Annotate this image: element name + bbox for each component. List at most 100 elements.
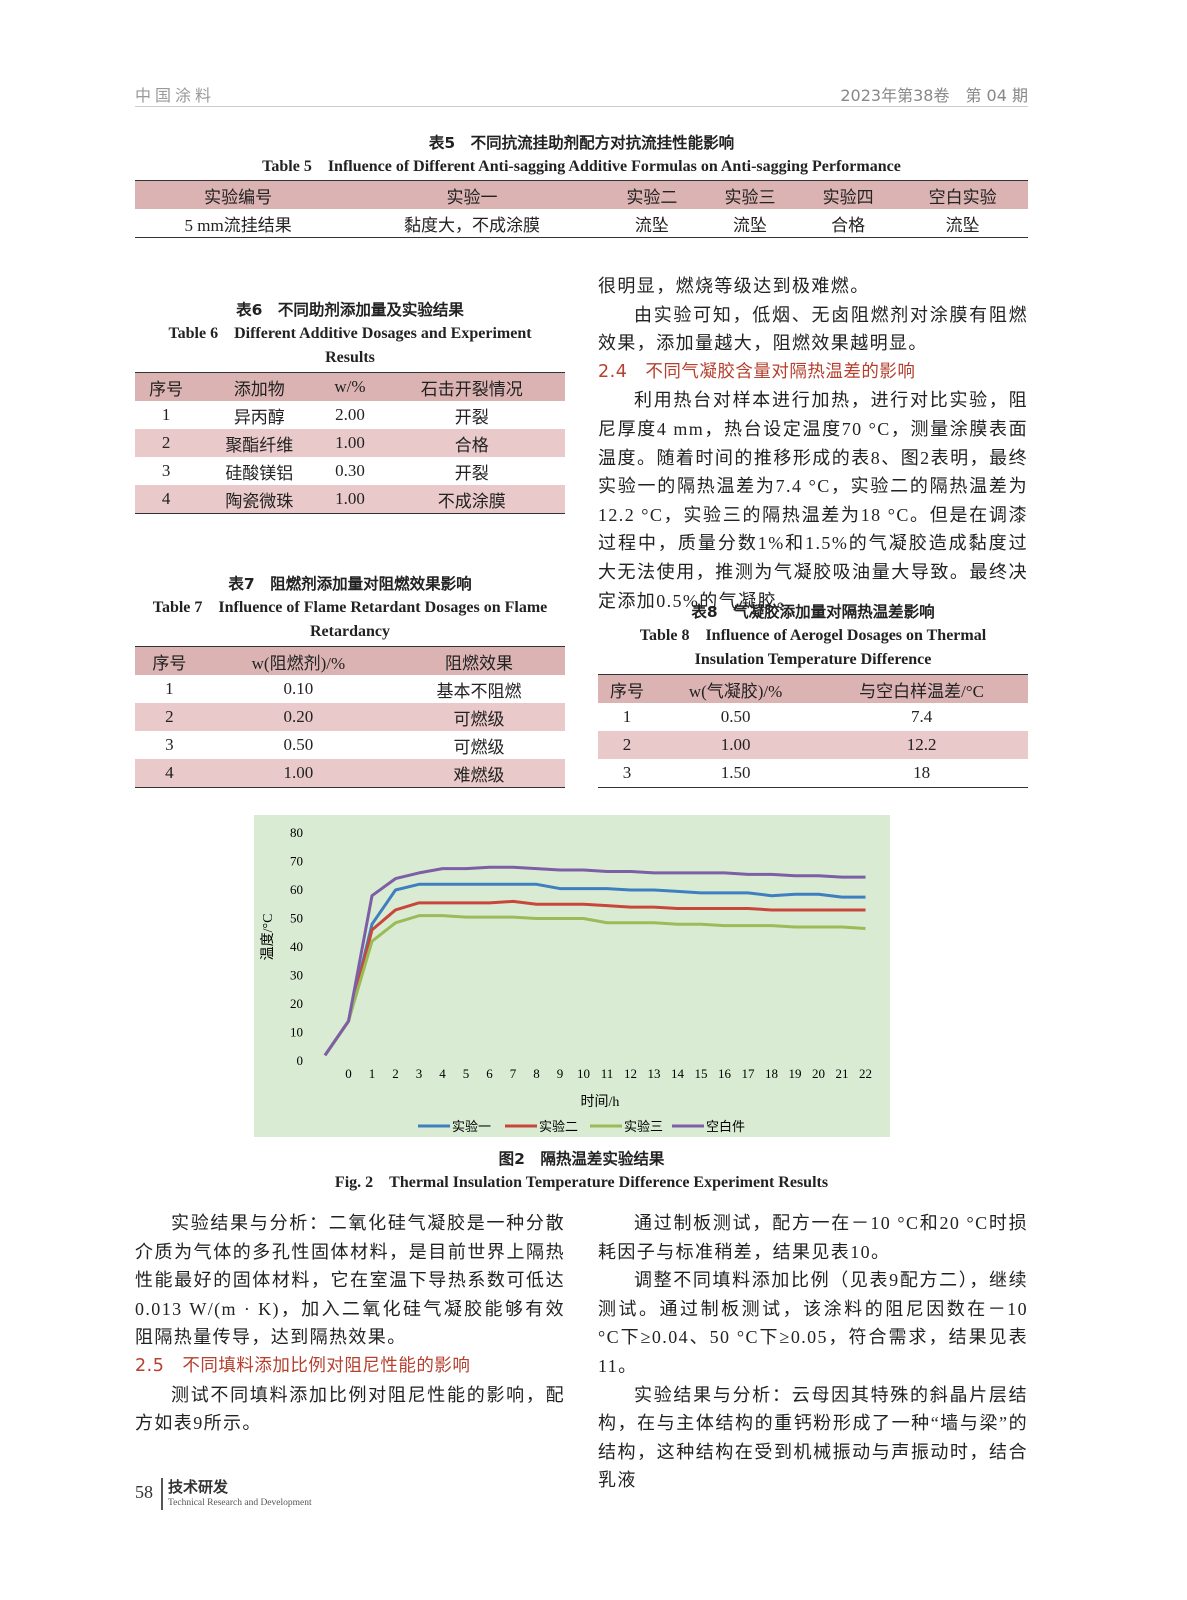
x-tick-label: 8 (533, 1066, 540, 1081)
caption-cn: 表7 阻燃剂添加量对阻燃效果影响 (228, 575, 472, 593)
header-cell: 序号 (152, 653, 187, 673)
header-row: 序号 w(阻燃剂)/% 阻燃效果 (135, 646, 565, 675)
caption-en: Table 7 Influence of Flame Retardant Dos… (152, 599, 548, 640)
y-tick-label: 70 (290, 854, 303, 869)
table-cell: 流坠 (945, 215, 980, 235)
table-cell: 开裂 (454, 407, 489, 427)
x-tick-label: 15 (695, 1066, 708, 1081)
table-cell: 聚酯纤维 (225, 435, 294, 455)
table-body: 1 0.50 7.4 2 1.00 12.2 3 1.50 18 (598, 703, 1028, 788)
table-cell: 难燃级 (453, 765, 505, 785)
table-cell: 5 mm流挂结果 (184, 215, 292, 235)
table-caption: 表8 气凝胶添加量对隔热温差影响 Table 8 Influence of Aer… (598, 600, 1028, 672)
table-row: 4 陶瓷微珠 1.00 不成涂膜 (135, 485, 565, 514)
y-tick-label: 40 (290, 939, 303, 954)
table-row: 3 1.50 18 (598, 759, 1028, 788)
header-cell: w(阻燃剂)/% (251, 653, 346, 673)
series-line (323, 914, 866, 1057)
y-tick-label: 20 (290, 996, 303, 1011)
x-tick-label: 10 (577, 1066, 590, 1081)
table-cell: 1.00 (720, 735, 751, 754)
table-cell: 硅酸镁铝 (225, 463, 294, 483)
x-tick-label: 19 (789, 1066, 802, 1081)
table-head: 序号 添加物 w/% 石击开裂情况 (135, 372, 565, 401)
paragraph: 通过制板测试，配方一在－10 °C和20 °C时损耗因子与标准稍差，结果见表10… (598, 1213, 1028, 1262)
table-cell: 2 (622, 735, 632, 754)
issue: 2023年第38卷 第 04 期 (840, 86, 1028, 105)
header-row: 实验编号 实验一 实验二 实验三 实验四 空白实验 (135, 180, 1028, 209)
table-body: 5 mm流挂结果 黏度大，不成涂膜 流坠 流坠 合格 流坠 (135, 209, 1028, 238)
table-cell: 1.00 (283, 763, 314, 782)
header-cell: w(气凝胶)/% (688, 681, 783, 701)
footer-divider (161, 1478, 163, 1510)
table-cell: 18 (913, 763, 931, 782)
header-cell: w/% (334, 377, 366, 396)
header-rule (135, 106, 1028, 107)
caption-cn: 表5 不同抗流挂助剂配方对抗流挂性能影响 (428, 134, 735, 152)
table8-block: 表8 气凝胶添加量对隔热温差影响 Table 8 Influence of Aer… (598, 600, 1028, 788)
x-tick-label: 0 (345, 1066, 352, 1081)
header-cell: 实验四 (822, 187, 874, 207)
data-table: 序号 w(气凝胶)/% 与空白样温差/°C 1 0.50 7.4 2 1.00 12.2 3 1.5… (598, 674, 1028, 788)
x-tick-label: 9 (557, 1066, 564, 1081)
table-cell: 陶瓷微珠 (225, 491, 294, 511)
caption-cn: 图2 隔热温差实验结果 (498, 1150, 665, 1168)
y-tick-label: 50 (290, 911, 303, 926)
caption-en: Table 8 Influence of Aerogel Dosages on … (639, 627, 987, 668)
table-row: 5 mm流挂结果 黏度大，不成涂膜 流坠 流坠 合格 流坠 (135, 209, 1028, 238)
y-axis-label: 温度/°C (260, 914, 276, 961)
header-row: 序号 添加物 w/% 石击开裂情况 (135, 372, 565, 401)
table-cell: 1.00 (335, 489, 365, 508)
paragraph: 测试不同填料添加比例对阻尼性能的影响，配方如表9所示。 (135, 1384, 565, 1434)
table-caption: 表6 不同助剂添加量及实验结果 Table 6 Different Additiv… (135, 298, 565, 370)
table-cell: 基本不阻燃 (436, 681, 522, 701)
x-tick-label: 22 (859, 1066, 872, 1081)
series-line (323, 865, 866, 1057)
chart-background (254, 815, 890, 1137)
x-tick-label: 5 (463, 1066, 470, 1081)
caption-cn: 表6 不同助剂添加量及实验结果 (236, 301, 464, 319)
legend-label: 实验二 (539, 1119, 578, 1134)
text-column: 实验结果与分析：二氧化硅气凝胶是一种分散介质为气体的多孔性固体材料，是目前世界上… (135, 1209, 565, 1438)
table-row: 1 0.50 7.4 (598, 703, 1028, 731)
table: 序号 添加物 w/% 石击开裂情况 1 异丙醇 2.00 开裂 2 聚酯纤维 1.00 合格 3 硅酸镁铝… (135, 372, 565, 514)
section-heading: 2.5 不同填料添加比例对阻尼性能的影响 (135, 1355, 471, 1376)
table-row: 2 0.20 可燃级 (135, 703, 565, 731)
x-tick-label: 18 (765, 1066, 778, 1081)
table-cell: 流坠 (634, 215, 669, 235)
series-line (323, 882, 866, 1057)
y-tick-label: 30 (290, 968, 303, 983)
table-row: 3 0.50 可燃级 (135, 731, 565, 759)
x-tick-label: 1 (369, 1066, 376, 1081)
x-tick-label: 16 (718, 1066, 732, 1081)
x-tick-label: 20 (812, 1066, 825, 1081)
table-cell: 不成涂膜 (437, 491, 506, 511)
header-cell: 序号 (609, 681, 644, 701)
caption-en: Table 6 Different Additive Dosages and E… (168, 325, 532, 366)
table-cell: 4 (165, 763, 174, 782)
x-tick-label: 21 (836, 1066, 849, 1081)
table-cell: 1 (622, 707, 632, 726)
header-cell: 石击开裂情况 (420, 379, 523, 399)
table7-block: 表7 阻燃剂添加量对阻燃效果影响 Table 7 Influence of Fla… (135, 572, 565, 788)
table-row: 2 聚酯纤维 1.00 合格 (135, 429, 565, 457)
table-cell: 开裂 (454, 463, 489, 483)
table-cell: 2.00 (335, 405, 365, 424)
x-tick-label: 3 (416, 1066, 423, 1081)
table-cell: 12.2 (906, 735, 937, 754)
table-row: 3 硅酸镁铝 0.30 开裂 (135, 457, 565, 485)
table-cell: 1 (165, 679, 174, 698)
table-cell: 7.4 (910, 707, 933, 726)
table-cell: 合格 (454, 435, 489, 455)
header-cell: 添加物 (233, 379, 285, 399)
table-row: 1 异丙醇 2.00 开裂 (135, 401, 565, 429)
section-en: Technical Research and Development (168, 1498, 312, 1508)
table: 序号 w(阻燃剂)/% 阻燃效果 1 0.10 基本不阻燃 2 0.20 可燃级 3 0.50 可燃级… (135, 646, 565, 788)
table: 实验编号 实验一 实验二 实验三 实验四 空白实验 5 mm流挂结果 黏度大，不成涂膜 流坠 流坠… (135, 180, 1028, 238)
x-tick-label: 11 (601, 1066, 614, 1081)
table-cell: 黏度大，不成涂膜 (404, 215, 541, 235)
table-cell: 异丙醇 (233, 407, 285, 427)
table-cell: 流坠 (733, 215, 767, 235)
data-table: 序号 w(阻燃剂)/% 阻燃效果 1 0.10 基本不阻燃 2 0.20 可燃级 3 0.50 可燃级… (135, 646, 565, 788)
